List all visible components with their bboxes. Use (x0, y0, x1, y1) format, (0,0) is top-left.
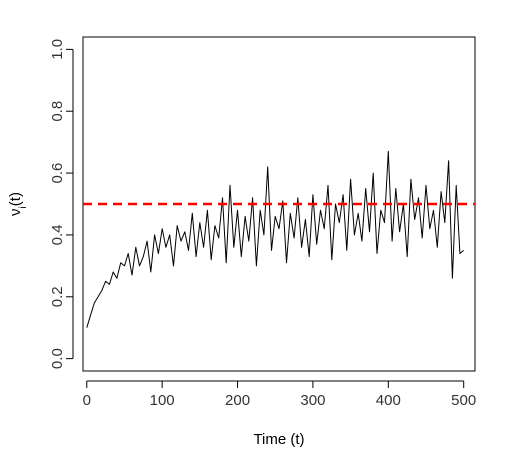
x-tick-label: 200 (225, 392, 250, 409)
x-axis-title: Time (t) (253, 431, 304, 448)
y-tick-label: 0.2 (49, 286, 66, 307)
x-tick-label: 100 (150, 392, 175, 409)
x-tick-label: 0 (83, 392, 91, 409)
x-axis: 0 100 200 300 400 500 (83, 380, 476, 409)
y-tick-label: 0.6 (49, 163, 66, 184)
y-tick-label: 1.0 (49, 39, 66, 60)
x-tick-label: 300 (300, 392, 325, 409)
y-tick-label: 0.0 (49, 348, 66, 369)
y-tick-label: 0.4 (49, 224, 66, 245)
series-line (86, 150, 465, 328)
x-tick-label: 500 (451, 392, 476, 409)
x-tick-label: 400 (376, 392, 401, 409)
y-tick-label: 0.8 (49, 101, 66, 122)
series-layer (83, 150, 475, 328)
y-axis-title: νi(t) (7, 192, 29, 216)
y-axis: 0.0 0.2 0.4 0.6 0.8 1.0 (49, 39, 74, 369)
